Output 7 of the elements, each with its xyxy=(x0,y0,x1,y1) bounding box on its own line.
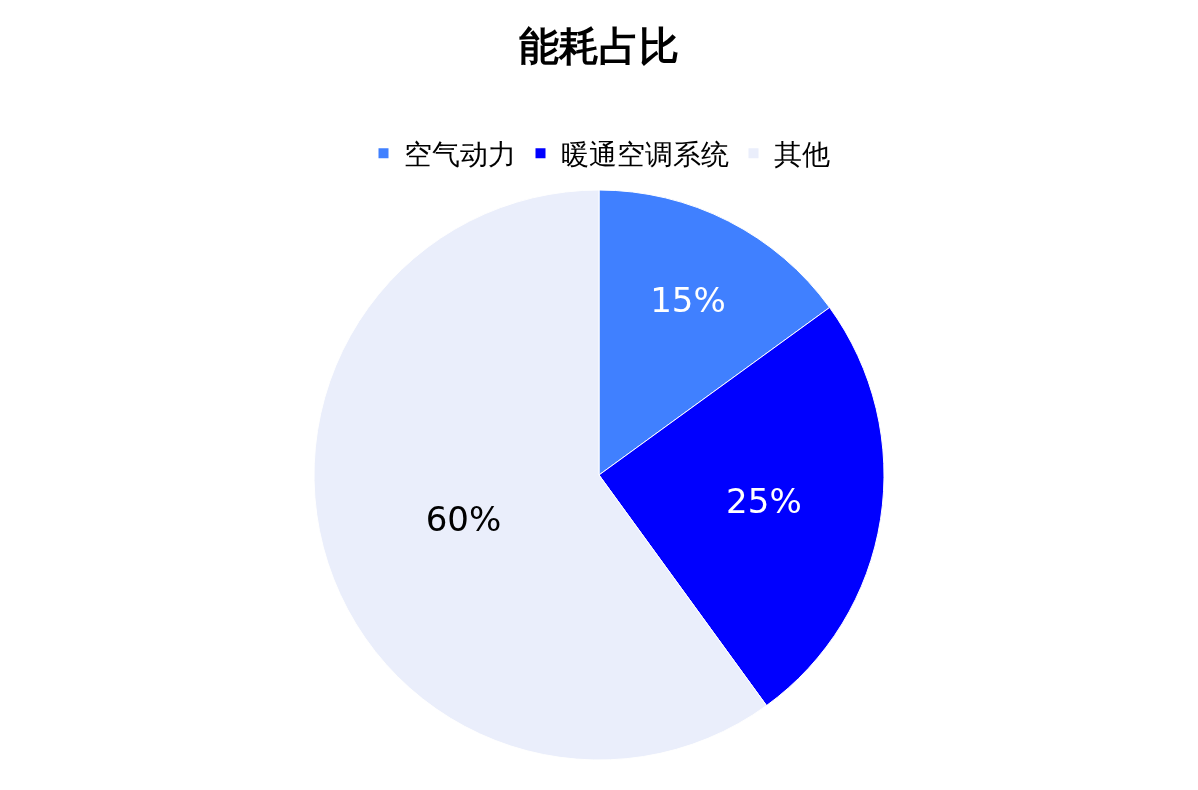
data-label: 60% xyxy=(425,499,502,540)
legend-label: 其他 xyxy=(773,138,830,172)
data-label: 25% xyxy=(726,481,802,522)
data-label: 15% xyxy=(650,280,726,321)
legend-label: 空气动力 xyxy=(403,138,516,172)
chart-title: 能耗占比 xyxy=(519,22,679,69)
legend-label: 暖通空调系统 xyxy=(560,138,729,172)
